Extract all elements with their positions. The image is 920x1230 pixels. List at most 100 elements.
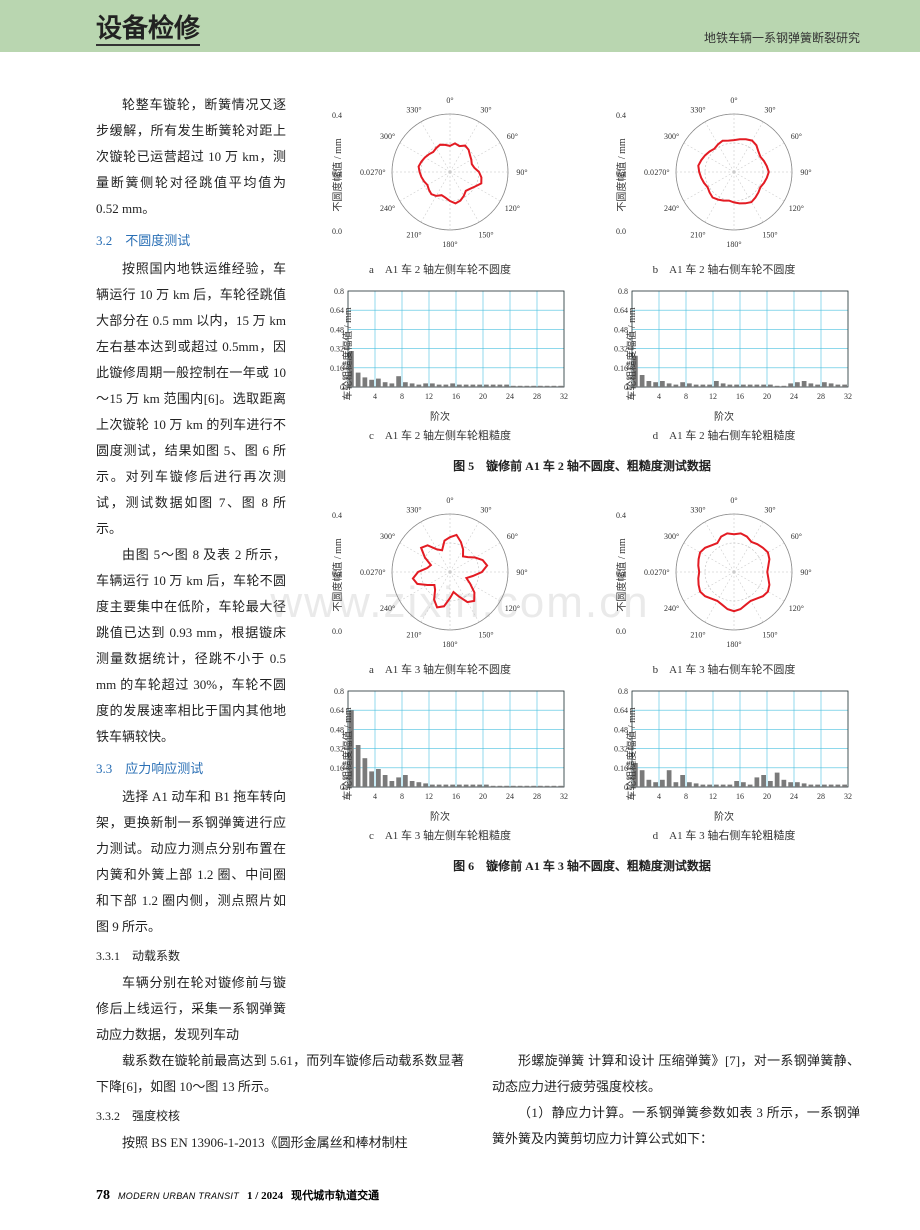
fig5a-polar: 0°30°60°90°120°150°180°210°240°270°300°3… [310, 92, 570, 252]
svg-text:330°: 330° [690, 106, 705, 115]
fig5b-polar: 0°30°60°90°120°150°180°210°240°270°300°3… [594, 92, 854, 252]
heading-3-3-2: 3.3.2 强度校核 [96, 1104, 464, 1128]
fig5a-caption: a A1 车 2 轴左侧车轮不圆度 [304, 261, 576, 277]
svg-text:90°: 90° [516, 168, 527, 177]
svg-text:12: 12 [425, 792, 433, 801]
fig5d-caption: d A1 车 2 轴右侧车轮粗糙度 [588, 427, 860, 443]
svg-text:4: 4 [657, 792, 661, 801]
svg-text:0°: 0° [446, 96, 453, 105]
svg-text:30°: 30° [480, 506, 491, 515]
svg-text:180°: 180° [726, 240, 741, 249]
svg-text:28: 28 [817, 792, 825, 801]
svg-text:330°: 330° [406, 506, 421, 515]
svg-text:0.4: 0.4 [332, 111, 342, 120]
figure-5: 不圆度幅值 / mm 0°30°60°90°120°150°180°210°24… [304, 92, 860, 474]
svg-text:210°: 210° [406, 630, 421, 639]
svg-text:120°: 120° [789, 604, 804, 613]
svg-text:8: 8 [684, 792, 688, 801]
issue: 1 / 2024 [247, 1190, 283, 1202]
running-title: 地铁车辆一系钢弹簧断裂研究 [704, 29, 860, 46]
svg-text:30°: 30° [764, 106, 775, 115]
svg-text:4: 4 [373, 392, 377, 401]
xlabel: 阶次 [304, 808, 576, 823]
svg-text:28: 28 [817, 392, 825, 401]
svg-text:0.0: 0.0 [644, 168, 654, 177]
right-column: 不圆度幅值 / mm 0°30°60°90°120°150°180°210°24… [304, 92, 860, 1048]
fig6d-caption: d A1 车 3 轴右侧车轮粗糙度 [588, 827, 860, 843]
svg-text:210°: 210° [690, 230, 705, 239]
svg-text:60°: 60° [507, 132, 518, 141]
para: 载系数在镟轮前最高达到 5.61，而列车镟修后动载系数显著下降[6]，如图 10… [96, 1048, 464, 1100]
ylabel: 车轮粗糙度幅值 / mm [623, 307, 638, 400]
ylabel: 车轮粗糙度幅值 / mm [339, 707, 354, 800]
svg-text:30°: 30° [480, 106, 491, 115]
svg-text:28: 28 [533, 792, 541, 801]
svg-text:16: 16 [736, 792, 744, 801]
svg-text:330°: 330° [406, 106, 421, 115]
svg-text:60°: 60° [791, 532, 802, 541]
xlabel: 阶次 [304, 408, 576, 423]
svg-text:32: 32 [560, 392, 568, 401]
ylabel: 不圆度幅值 / mm [329, 538, 344, 611]
svg-text:16: 16 [452, 792, 460, 801]
svg-text:16: 16 [736, 392, 744, 401]
svg-text:90°: 90° [800, 168, 811, 177]
para: 轮整车镟轮，断簧情况又逐步缓解，所有发生断簧轮对距上次镟轮已运营超过 10 万 … [96, 92, 286, 222]
fig6b-polar: 0°30°60°90°120°150°180°210°240°270°300°3… [594, 492, 854, 652]
svg-text:270°: 270° [654, 568, 669, 577]
svg-text:16: 16 [452, 392, 460, 401]
svg-text:300°: 300° [380, 532, 395, 541]
svg-text:300°: 300° [664, 532, 679, 541]
ylabel: 不圆度幅值 / mm [329, 138, 344, 211]
svg-text:90°: 90° [800, 568, 811, 577]
svg-text:0°: 0° [446, 496, 453, 505]
svg-text:330°: 330° [690, 506, 705, 515]
svg-text:4: 4 [373, 792, 377, 801]
svg-text:24: 24 [790, 792, 798, 801]
ylabel: 不圆度幅值 / mm [613, 138, 628, 211]
svg-text:8: 8 [684, 392, 688, 401]
svg-text:0.0: 0.0 [616, 627, 626, 636]
heading-3-3-1: 3.3.1 动载系数 [96, 944, 286, 968]
svg-text:0.0: 0.0 [360, 568, 370, 577]
para: 车辆分别在轮对镟修前与镟修后上线运行，采集一系钢弹簧动应力数据，发现列车动 [96, 970, 286, 1048]
svg-text:24: 24 [506, 792, 514, 801]
svg-text:32: 32 [560, 792, 568, 801]
fig6c-caption: c A1 车 3 轴左侧车轮粗糙度 [304, 827, 576, 843]
heading-3-2: 3.2 不圆度测试 [96, 228, 286, 254]
para: 选择 A1 动车和 B1 拖车转向架，更换新制一系钢弹簧进行应力测试。动应力测点… [96, 784, 286, 940]
svg-text:60°: 60° [791, 132, 802, 141]
svg-text:210°: 210° [406, 230, 421, 239]
svg-text:0.0: 0.0 [332, 627, 342, 636]
svg-text:120°: 120° [789, 204, 804, 213]
svg-text:8: 8 [400, 392, 404, 401]
svg-text:0.0: 0.0 [616, 227, 626, 236]
fig5-caption: 图 5 镟修前 A1 车 2 轴不圆度、粗糙度测试数据 [304, 457, 860, 474]
svg-text:0.0: 0.0 [360, 168, 370, 177]
fig5b-caption: b A1 车 2 轴右侧车轮不圆度 [588, 261, 860, 277]
para: 按照国内地铁运维经验，车辆运行 10 万 km 后，车轮径跳值大部分在 0.5 … [96, 256, 286, 542]
svg-text:270°: 270° [654, 168, 669, 177]
magazine-en: MODERN URBAN TRANSIT [118, 1191, 239, 1201]
svg-text:24: 24 [506, 392, 514, 401]
svg-text:150°: 150° [478, 630, 493, 639]
svg-text:120°: 120° [505, 204, 520, 213]
svg-text:270°: 270° [370, 168, 385, 177]
svg-text:240°: 240° [664, 604, 679, 613]
svg-text:300°: 300° [664, 132, 679, 141]
para: 形螺旋弹簧 计算和设计 压缩弹簧》[7]，对一系钢弹簧静、动态应力进行疲劳强度校… [492, 1048, 860, 1100]
xlabel: 阶次 [588, 808, 860, 823]
svg-text:0.0: 0.0 [332, 227, 342, 236]
svg-text:0.8: 0.8 [334, 287, 344, 296]
svg-text:0.4: 0.4 [616, 111, 626, 120]
svg-text:20: 20 [763, 392, 771, 401]
page-header: 设备检修 地铁车辆一系钢弹簧断裂研究 [0, 0, 920, 52]
svg-text:180°: 180° [726, 640, 741, 649]
figure-6: 不圆度幅值 / mm 0° 30° 60° 90° 120° 150° 180° 210° 24… [304, 492, 860, 874]
svg-text:0°: 0° [730, 96, 737, 105]
svg-text:0.4: 0.4 [616, 511, 626, 520]
svg-text:12: 12 [709, 792, 717, 801]
svg-text:12: 12 [425, 392, 433, 401]
page-footer: 78 MODERN URBAN TRANSIT 1 / 2024 现代城市轨道交… [96, 1187, 379, 1204]
bottom-columns: 载系数在镟轮前最高达到 5.61，而列车镟修后动载系数显著下降[6]，如图 10… [0, 1048, 920, 1156]
